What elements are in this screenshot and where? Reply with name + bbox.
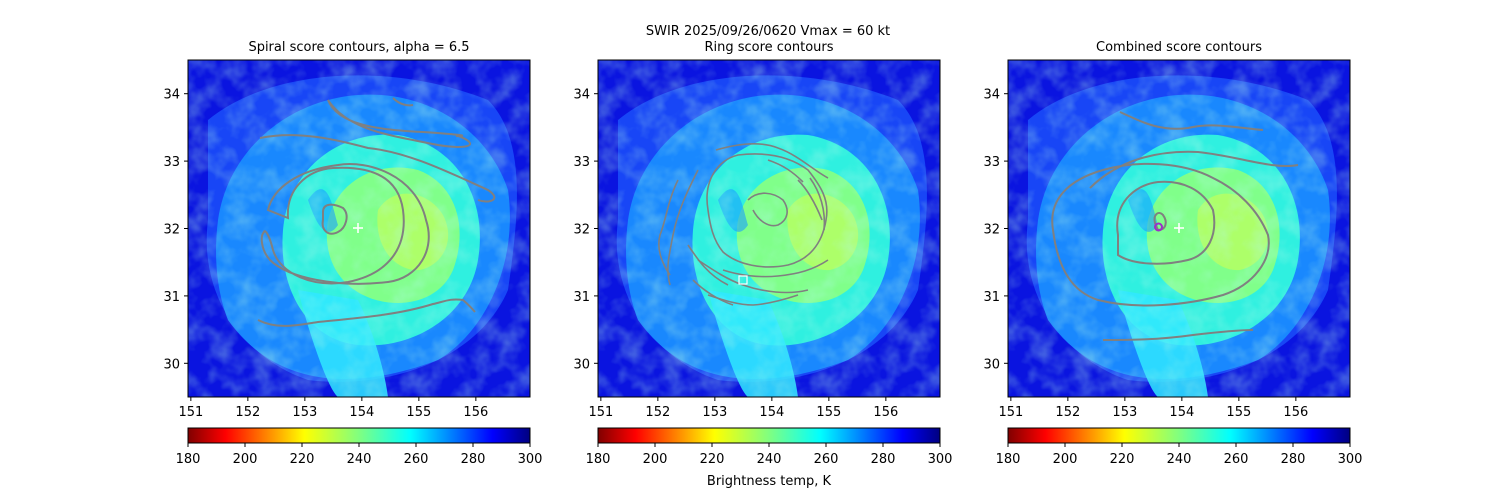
colorbar-tick-label: 300 [1338,452,1363,467]
colorbar-tick-label: 200 [233,452,258,467]
xtick-label: 152 [645,405,670,420]
xtick-label: 152 [1055,405,1080,420]
xtick-label: 155 [1226,405,1251,420]
panel-1-contours [257,97,496,327]
panel-2-contours [658,143,829,306]
colorbar-tick-label: 200 [643,452,668,467]
suptitle: SWIR 2025/09/26/0620 Vmax = 60 kt [646,24,890,39]
ytick-label: 34 [163,88,180,103]
colorbar-tick-label: 180 [176,452,201,467]
colorbar-1-ticks: 180 200 220 240 260 280 300 [176,443,543,467]
panel-3-image [1008,60,1350,397]
ytick-label: 32 [573,223,590,238]
colorbar-tick-label: 220 [700,452,725,467]
colorbar-tick-label: 240 [347,452,372,467]
colorbar-tick-label: 220 [290,452,315,467]
panel-3-contours [1051,111,1299,341]
panel-3-marker-circle [1154,222,1163,232]
colorbar-2-ticks: 180 200 220 240 260 280 300 [586,443,953,467]
colorbar-label: Brightness temp, K [707,474,832,489]
panel-3-xticks: 151 152 153 154 155 156 [998,397,1308,420]
ytick-label: 31 [163,290,180,305]
ytick-label: 34 [573,88,590,103]
xtick-label: 151 [178,405,203,420]
xtick-label: 155 [816,405,841,420]
colorbar-1: 180 200 220 240 260 280 300 [176,427,543,467]
panel-3-yticks: 30 31 32 33 34 [983,88,1008,372]
panel-2-image [598,60,940,397]
panel-3-marker-plus [1174,223,1184,233]
ytick-label: 30 [163,357,180,372]
xtick-label: 156 [1283,405,1308,420]
colorbar-1-bar [187,427,531,444]
xtick-label: 151 [588,405,613,420]
xtick-label: 154 [349,405,374,420]
colorbar-tick-label: 180 [586,452,611,467]
panel-2-title: Ring score contours [704,40,833,55]
xtick-label: 156 [873,405,898,420]
xtick-label: 153 [702,405,727,420]
ytick-label: 33 [163,155,180,170]
ytick-label: 33 [573,155,590,170]
panel-1-image [188,60,530,397]
ytick-label: 32 [163,223,180,238]
colorbar-tick-label: 280 [1281,452,1306,467]
colorbar-tick-label: 240 [757,452,782,467]
colorbar-tick-label: 240 [1167,452,1192,467]
colorbar-tick-label: 180 [996,452,1021,467]
colorbar-tick-label: 300 [518,452,543,467]
ytick-label: 30 [983,357,1000,372]
colorbar-tick-label: 220 [1110,452,1135,467]
colorbar-tick-label: 300 [928,452,953,467]
colorbar-tick-label: 280 [461,452,486,467]
colorbar-2: 180 200 220 240 260 280 300 Brightness temp, K [586,427,953,489]
colorbar-3: 180 200 220 240 260 280 300 [996,427,1363,467]
colorbar-tick-label: 280 [871,452,896,467]
panel-3: Combined score contours 151 152 153 154 155 1… [983,40,1351,420]
colorbar-3-bar [1007,427,1351,444]
ytick-label: 30 [573,357,590,372]
panel-2-yticks: 30 31 32 33 34 [573,88,598,372]
xtick-label: 153 [292,405,317,420]
colorbar-tick-label: 260 [814,452,839,467]
ytick-label: 31 [983,290,1000,305]
xtick-label: 153 [1112,405,1137,420]
panel-2-xticks: 151 152 153 154 155 156 [588,397,898,420]
xtick-label: 156 [463,405,488,420]
colorbar-tick-label: 260 [404,452,429,467]
panel-1-xticks: 151 152 153 154 155 156 [178,397,488,420]
panel-3-title: Combined score contours [1096,40,1262,55]
ytick-label: 33 [983,155,1000,170]
panel-2: Ring score contours 151 152 153 154 155 156 3… [573,40,941,420]
panel-1-title: Spiral score contours, alpha = 6.5 [248,40,469,55]
panel-1: Spiral score contours, alpha = 6.5 151 15… [163,40,531,420]
ytick-label: 34 [983,88,1000,103]
panel-1-yticks: 30 31 32 33 34 [163,88,188,372]
colorbar-tick-label: 260 [1224,452,1249,467]
ytick-label: 32 [983,223,1000,238]
ytick-label: 31 [573,290,590,305]
xtick-label: 151 [998,405,1023,420]
xtick-label: 152 [235,405,260,420]
panel-2-marker-square [738,275,748,285]
colorbar-3-ticks: 180 200 220 240 260 280 300 [996,443,1363,467]
xtick-label: 154 [1169,405,1194,420]
xtick-label: 154 [759,405,784,420]
colorbar-tick-label: 200 [1053,452,1078,467]
xtick-label: 155 [406,405,431,420]
panel-1-marker-plus [353,223,363,233]
colorbar-2-bar [597,427,941,444]
